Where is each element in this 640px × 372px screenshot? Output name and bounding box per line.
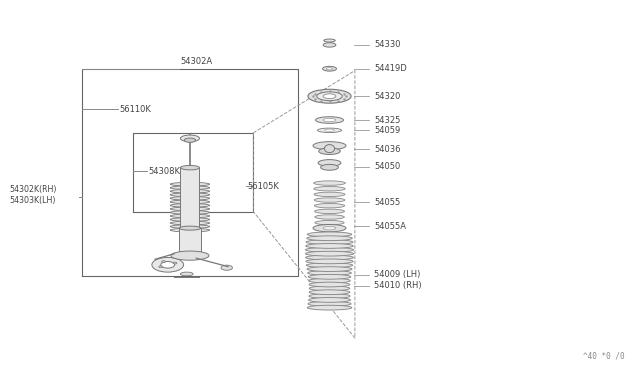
Ellipse shape [307, 305, 352, 310]
Ellipse shape [326, 68, 333, 70]
Text: 54055A: 54055A [374, 222, 406, 231]
Ellipse shape [308, 298, 351, 302]
Ellipse shape [313, 224, 346, 232]
Ellipse shape [317, 128, 342, 132]
Text: 54302K(RH)
54303K(LH): 54302K(RH) 54303K(LH) [9, 186, 56, 205]
Ellipse shape [170, 182, 210, 186]
Ellipse shape [317, 92, 342, 100]
Ellipse shape [314, 203, 345, 208]
Ellipse shape [314, 192, 345, 196]
Ellipse shape [323, 94, 336, 99]
Ellipse shape [324, 39, 335, 42]
Ellipse shape [306, 240, 353, 244]
Ellipse shape [161, 262, 175, 268]
Ellipse shape [305, 247, 353, 252]
Text: 54308K: 54308K [148, 167, 180, 176]
Ellipse shape [307, 232, 352, 237]
Ellipse shape [170, 196, 210, 200]
Text: 54325: 54325 [374, 116, 400, 125]
Ellipse shape [180, 272, 193, 276]
Text: 54320: 54320 [374, 92, 400, 101]
Ellipse shape [170, 228, 210, 232]
Ellipse shape [307, 267, 352, 272]
Ellipse shape [309, 286, 350, 291]
Ellipse shape [170, 207, 210, 211]
Ellipse shape [170, 225, 210, 228]
Bar [179, 228, 201, 256]
Ellipse shape [319, 148, 340, 154]
Ellipse shape [170, 218, 210, 221]
Ellipse shape [321, 164, 339, 170]
Ellipse shape [159, 266, 163, 267]
Ellipse shape [179, 226, 201, 230]
Ellipse shape [308, 270, 351, 275]
Ellipse shape [309, 282, 350, 287]
Ellipse shape [314, 181, 346, 185]
Ellipse shape [170, 193, 210, 196]
Ellipse shape [305, 251, 354, 256]
Ellipse shape [305, 255, 353, 260]
Ellipse shape [309, 290, 350, 295]
Text: 54009 (LH): 54009 (LH) [374, 270, 420, 279]
Text: 54055: 54055 [374, 198, 400, 207]
Ellipse shape [308, 301, 351, 306]
Ellipse shape [314, 198, 345, 202]
Ellipse shape [309, 294, 350, 298]
Ellipse shape [170, 214, 210, 218]
Text: 56105K: 56105K [247, 182, 279, 190]
Ellipse shape [324, 129, 335, 131]
Ellipse shape [323, 226, 336, 230]
Text: 54010 (RH): 54010 (RH) [374, 281, 422, 290]
Ellipse shape [152, 257, 184, 272]
Ellipse shape [323, 43, 336, 47]
Ellipse shape [314, 186, 345, 191]
Ellipse shape [324, 145, 335, 153]
Ellipse shape [184, 138, 196, 142]
Ellipse shape [162, 261, 166, 263]
Ellipse shape [170, 200, 210, 203]
Ellipse shape [180, 135, 200, 142]
Ellipse shape [308, 275, 351, 279]
Text: 54330: 54330 [374, 41, 401, 49]
Text: 54050: 54050 [374, 162, 400, 171]
Ellipse shape [306, 244, 353, 248]
Text: 54059: 54059 [374, 126, 400, 135]
Ellipse shape [171, 251, 209, 260]
Ellipse shape [170, 221, 210, 225]
Ellipse shape [221, 265, 232, 270]
Ellipse shape [313, 142, 346, 150]
Text: 56110K: 56110K [120, 105, 152, 113]
Text: 54036: 54036 [374, 145, 401, 154]
Ellipse shape [318, 160, 341, 166]
Text: 54419D: 54419D [374, 64, 406, 73]
Ellipse shape [323, 66, 337, 71]
Ellipse shape [170, 189, 210, 193]
Ellipse shape [316, 117, 344, 124]
Text: 54302A: 54302A [180, 57, 212, 66]
Ellipse shape [315, 221, 344, 225]
Ellipse shape [306, 259, 353, 264]
Ellipse shape [170, 203, 210, 207]
Text: ^40 *0 /0: ^40 *0 /0 [583, 351, 625, 360]
Ellipse shape [173, 262, 177, 264]
Ellipse shape [170, 211, 210, 214]
Ellipse shape [315, 209, 344, 214]
Ellipse shape [307, 236, 353, 241]
Ellipse shape [308, 89, 351, 103]
Ellipse shape [308, 278, 350, 283]
Bar [180, 168, 200, 228]
Ellipse shape [180, 166, 200, 170]
Ellipse shape [315, 215, 344, 219]
Ellipse shape [323, 118, 336, 122]
Ellipse shape [307, 263, 353, 267]
Ellipse shape [170, 186, 210, 189]
